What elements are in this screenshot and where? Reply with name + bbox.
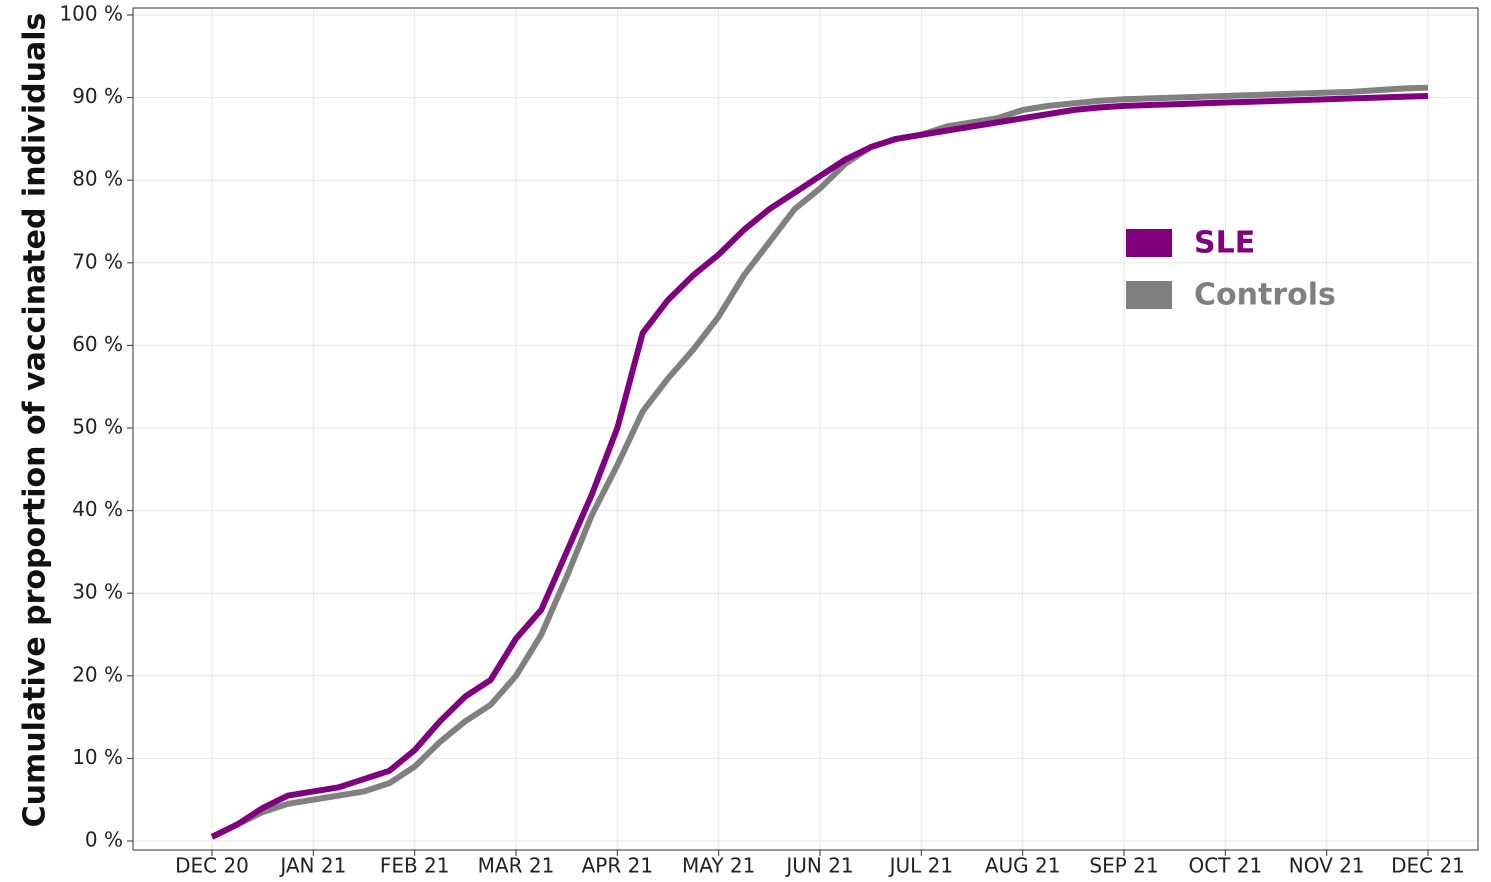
- legend-label: SLE: [1194, 226, 1255, 261]
- x-tick-label: SEP 21: [1089, 854, 1158, 878]
- x-tick-label: JUL 21: [888, 854, 954, 878]
- series-line: [210, 92, 1429, 840]
- y-tick-label: 80 %: [72, 167, 123, 191]
- x-tick-label: NOV 21: [1289, 854, 1365, 878]
- x-tick-label: FEB 21: [380, 854, 450, 878]
- series-line: [210, 84, 1429, 840]
- legend-swatch: [1126, 229, 1172, 257]
- legend-swatch: [1126, 281, 1172, 309]
- y-tick-label: 50 %: [72, 415, 123, 439]
- y-tick-label: 40 %: [72, 497, 123, 521]
- y-tick-label: 70 %: [72, 249, 123, 273]
- grid: [133, 8, 1478, 850]
- plot-frame: [132, 7, 1479, 851]
- x-tick-label: DEC 20: [175, 854, 249, 878]
- y-tick-label: 0 %: [85, 828, 123, 852]
- y-tick-label: 100 %: [59, 2, 123, 26]
- y-tick-label: 60 %: [72, 332, 123, 356]
- x-tick-label: MAY 21: [682, 854, 755, 878]
- y-tick-label: 20 %: [72, 662, 123, 686]
- y-tick-label: 90 %: [72, 84, 123, 108]
- x-tick-label: AUG 21: [985, 854, 1061, 878]
- x-tick-label: OCT 21: [1188, 854, 1262, 878]
- y-tick-label: 30 %: [72, 580, 123, 604]
- x-tick-label: JUN 21: [784, 854, 853, 878]
- x-tick-label: MAR 21: [478, 854, 555, 878]
- y-axis-title: Cumulative proportion of vaccinated indi…: [18, 13, 53, 828]
- legend-label: Controls: [1194, 278, 1336, 313]
- x-tick-label: DEC 21: [1391, 854, 1465, 878]
- y-tick-label: 10 %: [72, 745, 123, 769]
- x-tick-label: JAN 21: [278, 854, 346, 878]
- x-tick-label: APR 21: [582, 854, 653, 878]
